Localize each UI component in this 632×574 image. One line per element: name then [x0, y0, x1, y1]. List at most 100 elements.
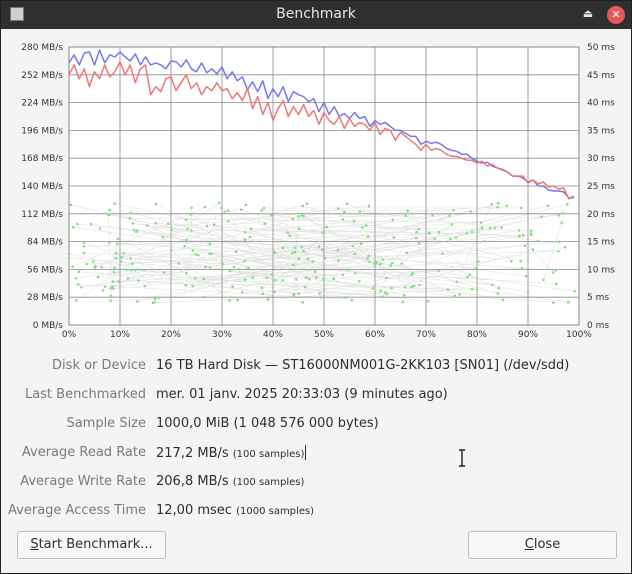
access-time-point — [341, 273, 345, 277]
access-time-point — [191, 284, 194, 288]
write-rate-samples: (100 samples) — [232, 477, 305, 488]
access-time-point — [352, 219, 356, 223]
access-time-point — [343, 296, 346, 299]
access-time-point — [162, 271, 166, 274]
access-time-point — [470, 287, 474, 291]
access-time-point — [385, 292, 389, 296]
y-right-tick-label: 5 ms — [587, 293, 609, 303]
access-time-point — [128, 216, 132, 220]
access-time-point — [291, 263, 295, 267]
access-time-point — [297, 292, 301, 296]
access-time-point — [475, 288, 479, 291]
access-time-point — [390, 286, 393, 290]
info-row-disk: Disk or Device 16 TB Hard Disk — ST16000… — [1, 354, 632, 378]
access-time-point — [323, 257, 327, 260]
access-time-point — [367, 204, 371, 208]
x-tick-label: 100% — [566, 330, 592, 340]
close-button[interactable]: Close — [468, 531, 617, 559]
info-row-read-rate: Average Read Rate 217,2 MB/s (100 sample… — [1, 441, 632, 465]
access-time-point — [292, 292, 296, 296]
access-time-point — [483, 240, 486, 243]
access-time-point — [385, 276, 388, 280]
access-time-point — [496, 206, 499, 209]
access-time-point — [520, 267, 524, 270]
access-time-point — [113, 266, 116, 269]
access-time-point — [236, 298, 239, 302]
start-benchmark-button[interactable]: Start Benchmark... — [17, 531, 166, 559]
minimize-icon[interactable]: ⏏ — [582, 7, 594, 20]
access-time-point — [82, 241, 86, 244]
access-time-point — [558, 240, 561, 244]
sample-size-label: Sample Size — [66, 416, 146, 431]
access-time-point — [452, 208, 455, 212]
x-tick-label: 50% — [314, 330, 334, 340]
access-time-point — [415, 236, 418, 240]
access-time-point — [368, 260, 371, 263]
x-tick-label: 40% — [263, 330, 283, 340]
access-time-point — [109, 287, 112, 290]
access-time-point — [202, 295, 206, 299]
access-time-point — [441, 252, 444, 255]
window-title: Benchmark — [276, 6, 356, 22]
x-tick-label: 30% — [212, 330, 232, 340]
access-time-point — [400, 262, 404, 265]
access-time-point — [295, 278, 298, 281]
access-time-point — [184, 283, 188, 287]
access-time-point — [186, 227, 189, 230]
access-time-point — [322, 277, 325, 281]
y-right-tick-label: 0 ms — [587, 321, 609, 331]
access-time-point — [353, 252, 357, 256]
access-time-point — [450, 223, 454, 226]
access-time-point — [557, 214, 561, 217]
disk-value: 16 TB Hard Disk — ST16000NM001G-2KK103 [… — [156, 358, 570, 373]
access-time-point — [134, 268, 137, 272]
x-tick-label: 20% — [161, 330, 181, 340]
access-time-point — [410, 285, 414, 289]
access-time-point — [563, 245, 567, 249]
access-time-point — [403, 286, 407, 289]
access-time-point — [305, 202, 309, 205]
access-time-point — [546, 204, 550, 207]
access-time-point — [307, 277, 311, 281]
access-time-point — [135, 300, 139, 303]
access-time-point — [244, 203, 248, 207]
access-time-point — [210, 252, 213, 256]
access-time-point — [523, 244, 527, 248]
access-time-point — [358, 210, 362, 213]
access-time-point — [366, 235, 370, 238]
access-time-point — [243, 278, 247, 281]
access-time-point — [117, 280, 120, 283]
access-time-point — [273, 251, 277, 254]
access-time-point — [221, 262, 225, 266]
y-left-tick-label: 280 MB/s — [21, 43, 63, 53]
access-time-point — [132, 228, 136, 232]
title-bar[interactable]: Benchmark ⏏ ✕ — [1, 1, 631, 29]
access-time-point — [405, 251, 408, 255]
access-time-point — [129, 211, 132, 215]
access-time-point — [208, 242, 212, 246]
access-time-point — [262, 206, 266, 210]
access-time-point — [302, 214, 306, 218]
access-time-point — [383, 291, 387, 295]
access-time-point — [154, 202, 158, 206]
access-time-point — [146, 224, 149, 227]
access-time-point — [251, 276, 254, 279]
access-time-point — [111, 285, 114, 288]
access-time-point — [301, 301, 305, 304]
access-time-point — [479, 221, 483, 224]
access-time-point — [437, 230, 441, 234]
access-time-point — [520, 206, 523, 210]
close-icon[interactable]: ✕ — [607, 6, 625, 24]
access-time-point — [297, 227, 301, 231]
access-time-point — [412, 284, 416, 288]
access-time-point — [415, 230, 418, 234]
access-time-point — [517, 229, 521, 232]
access-time-point — [189, 213, 192, 216]
access-time-point — [74, 299, 78, 302]
access-time-point — [135, 230, 138, 234]
access-time-point — [217, 201, 221, 205]
access-time-point — [143, 284, 146, 288]
access-time-point — [203, 205, 207, 209]
access-time-point — [194, 253, 197, 256]
access-time-point — [126, 277, 130, 280]
